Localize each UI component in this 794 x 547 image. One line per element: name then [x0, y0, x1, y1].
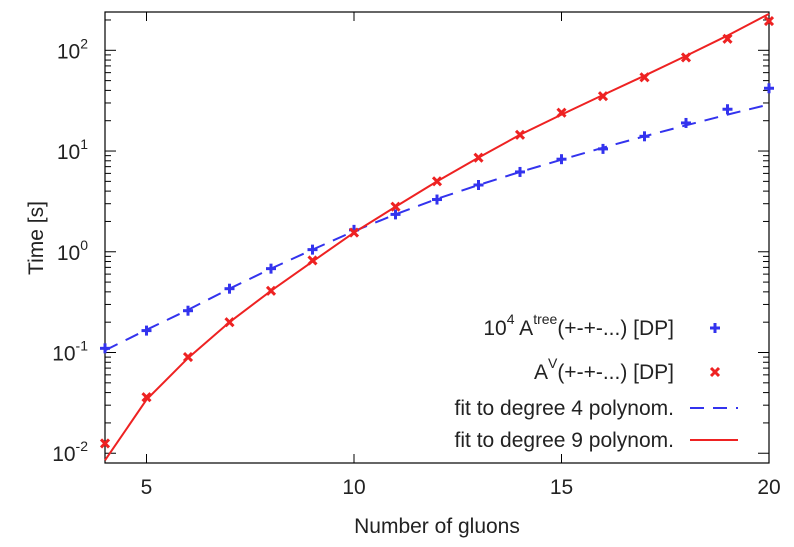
data-point-series-0: [722, 104, 733, 115]
data-point-series-0: [266, 263, 276, 274]
x-tick-label: 20: [757, 476, 780, 499]
y-tick-exponent: 0: [80, 237, 88, 253]
legend-label-part: A: [534, 361, 548, 384]
data-point-series-1: [722, 33, 733, 44]
data-point-series-0: [473, 180, 484, 191]
legend-label-part: fit to degree 4 polynom.: [455, 397, 674, 420]
legend-entry: fit to degree 9 polynom.: [455, 429, 738, 452]
series-line-2: [104, 103, 770, 352]
y-tick-base: 10: [57, 40, 80, 63]
legend-sample-marker: [709, 366, 721, 378]
legend-label-part: (+-+-...) [DP]: [557, 317, 674, 340]
data-point-series-1: [224, 317, 235, 328]
data-series: [99, 12, 775, 461]
y-tick-exponent: 1: [80, 136, 88, 152]
legend-label-part: 4: [507, 311, 515, 327]
y-axis-title: Time [s]: [25, 201, 48, 275]
y-tick-label: 10-1: [52, 338, 88, 366]
legend-entry: fit to degree 4 polynom.: [455, 397, 738, 420]
data-point-series-1: [597, 91, 609, 102]
data-point-series-0: [681, 117, 691, 128]
x-tick-label: 15: [550, 476, 573, 499]
data-point-series-0: [141, 325, 152, 336]
plot-frame: [104, 11, 770, 464]
legend-label-part: fit to degree 9 polynom.: [455, 429, 674, 452]
data-point-series-0: [390, 209, 401, 220]
legend-label-part: 10: [483, 317, 506, 340]
data-point-series-1: [390, 201, 401, 212]
legend-label-part: (+-+-...) [DP]: [557, 361, 674, 384]
y-tick-base: 10: [52, 343, 75, 366]
legend-label: 104 Atree(+-+-...) [DP]: [483, 311, 674, 340]
x-axis-title: Number of gluons: [354, 515, 520, 538]
data-point-series-0: [556, 154, 567, 165]
data-point-series-1: [182, 352, 194, 363]
data-point-series-1: [556, 107, 567, 118]
data-point-series-1: [514, 129, 526, 140]
y-tick-base: 10: [52, 443, 75, 466]
legend-entry: AV(+-+-...) [DP]: [534, 355, 721, 384]
data-point-series-0: [639, 131, 650, 142]
legend-label: fit to degree 9 polynom.: [455, 429, 674, 452]
data-point-series-0: [598, 143, 608, 154]
y-tick-exponent: -2: [76, 438, 89, 454]
data-point-series-0: [224, 283, 235, 294]
data-point-series-0: [100, 343, 110, 354]
axis-ticks: [105, 12, 770, 463]
legend-label-part: A: [515, 317, 534, 340]
data-point-series-1: [307, 255, 318, 266]
legend-label-part: tree: [533, 311, 557, 327]
series-line-3: [104, 12, 770, 461]
y-tick-label: 101: [57, 136, 88, 164]
data-point-series-1: [680, 52, 692, 63]
data-point-series-1: [141, 392, 152, 403]
data-point-series-1: [265, 285, 277, 296]
legend-label: fit to degree 4 polynom.: [455, 397, 674, 420]
data-point-series-1: [473, 152, 484, 163]
y-tick-base: 10: [57, 141, 80, 164]
data-point-series-0: [515, 166, 525, 177]
y-tick-base: 10: [57, 242, 80, 265]
x-tick-label: 10: [342, 476, 365, 499]
legend-label-part: V: [548, 355, 558, 371]
y-tick-label: 102: [57, 35, 88, 63]
y-tick-label: 100: [57, 237, 88, 265]
data-point-series-1: [99, 438, 111, 449]
y-tick-exponent: -1: [76, 338, 89, 354]
y-tick-exponent: 2: [80, 35, 88, 51]
data-point-series-1: [348, 227, 360, 238]
y-tick-label: 10-2: [52, 438, 88, 466]
legend-entry: 104 Atree(+-+-...) [DP]: [483, 311, 720, 340]
data-point-series-0: [764, 83, 774, 94]
legend-label: AV(+-+-...) [DP]: [534, 355, 674, 384]
data-point-series-1: [763, 16, 775, 27]
data-point-series-1: [639, 72, 650, 83]
data-point-series-0: [183, 305, 193, 316]
data-point-series-0: [307, 244, 318, 255]
data-point-series-0: [432, 194, 442, 205]
x-tick-label: 5: [141, 476, 153, 499]
data-point-series-1: [431, 176, 443, 187]
legend-sample-marker: [710, 323, 720, 333]
legend: 104 Atree(+-+-...) [DP]AV(+-+-...) [DP]f…: [455, 311, 738, 452]
